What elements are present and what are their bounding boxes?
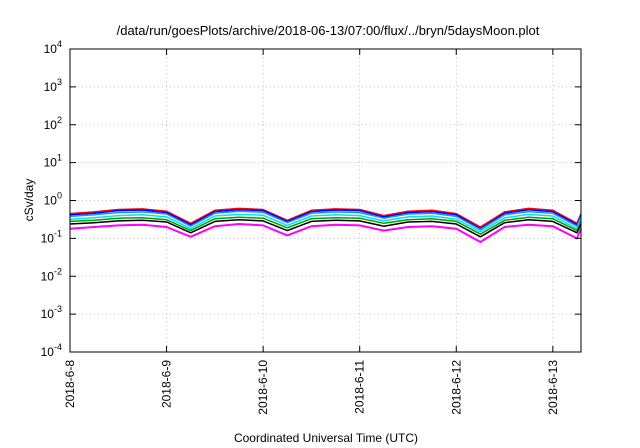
series-line [69, 208, 582, 230]
y-tick-label: 100 [44, 191, 62, 208]
tick-layer: 10-4 10-3 10-2 10-1 100 101 102 103 104 2018-6-8 2… [41, 39, 581, 415]
y-tick-label: 10-1 [41, 228, 62, 245]
x-tick-label: 2018-6-12 [449, 360, 463, 415]
y-tick-label: 102 [44, 115, 62, 132]
x-tick-label: 2018-6-9 [160, 360, 174, 408]
series-layer [69, 207, 582, 243]
series-line [69, 210, 582, 231]
y-tick-label: 10-4 [41, 342, 62, 359]
x-tick-label: 2018-6-11 [353, 360, 367, 414]
series-line [69, 223, 582, 243]
x-tick-label: 2018-6-10 [256, 360, 270, 415]
series-line [69, 213, 582, 233]
x-axis-label: Coordinated Universal Time (UTC) [234, 431, 418, 445]
x-tick-label: 2018-6-8 [63, 360, 77, 408]
y-tick-label: 10-2 [41, 266, 62, 283]
series-line [69, 219, 582, 238]
y-axis-label: cSv/day [22, 179, 36, 222]
y-tick-label: 103 [44, 77, 62, 94]
chart-title: /data/run/goesPlots/archive/2018-06-13/0… [117, 23, 540, 38]
x-tick-label: 2018-6-13 [546, 360, 560, 415]
series-line [69, 216, 582, 235]
y-tick-label: 101 [44, 153, 62, 170]
series-line [69, 207, 582, 228]
grid-layer [70, 49, 581, 352]
y-tick-label: 10-3 [41, 304, 62, 321]
y-tick-label: 104 [44, 39, 62, 56]
